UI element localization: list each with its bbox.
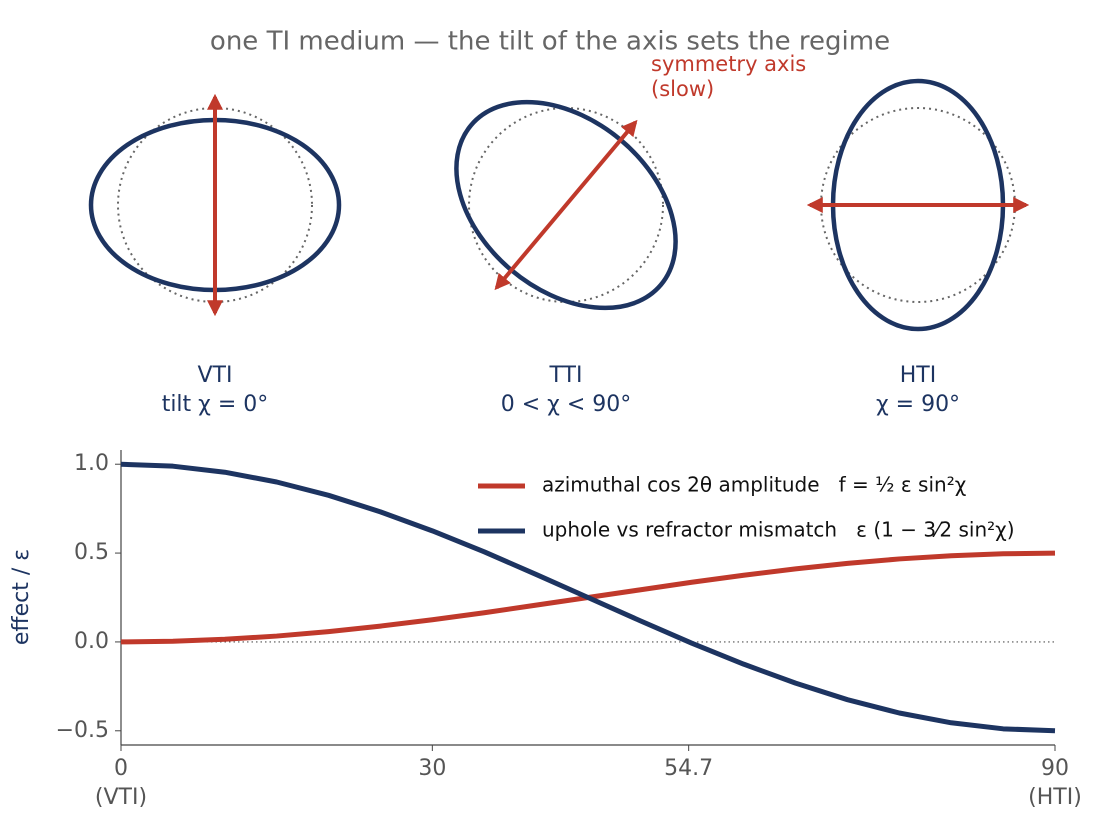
panel-subtitle: tilt χ = 0° <box>162 392 269 417</box>
y-tick-label: −0.5 <box>56 718 109 743</box>
y-tick-label: 0.0 <box>74 629 109 654</box>
y-tick-label: 0.5 <box>74 540 109 565</box>
x-tick-label: 0 <box>114 756 128 781</box>
x-tick-label: 30 <box>418 756 446 781</box>
annotation: symmetry axis <box>651 52 806 76</box>
title: one TI medium — the tilt of the axis set… <box>210 27 890 57</box>
x-end-label: (VTI) <box>95 785 147 810</box>
x-tick-label: 54.7 <box>664 756 713 781</box>
panel-subtitle: 0 < χ < 90° <box>501 392 632 417</box>
x-tick-label: 90 <box>1041 756 1069 781</box>
series-line <box>120 461 1056 734</box>
panel-name: HTI <box>900 363 936 388</box>
panel-name: VTI <box>198 363 233 388</box>
legend-label: azimuthal cos 2θ amplitude f = ½ ε sin²χ <box>542 473 966 497</box>
annotation: (slow) <box>651 77 714 101</box>
symmetry-axis-arrow <box>494 119 638 291</box>
panel-name: TTI <box>549 363 583 388</box>
y-axis-label: effect / ε <box>9 549 34 645</box>
x-end-label: (HTI) <box>1028 785 1082 810</box>
y-tick-label: 1.0 <box>74 451 109 476</box>
panel-subtitle: χ = 90° <box>876 392 960 417</box>
legend-label: uphole vs refractor mismatch ε (1 − 3⁄2 … <box>542 518 1015 542</box>
